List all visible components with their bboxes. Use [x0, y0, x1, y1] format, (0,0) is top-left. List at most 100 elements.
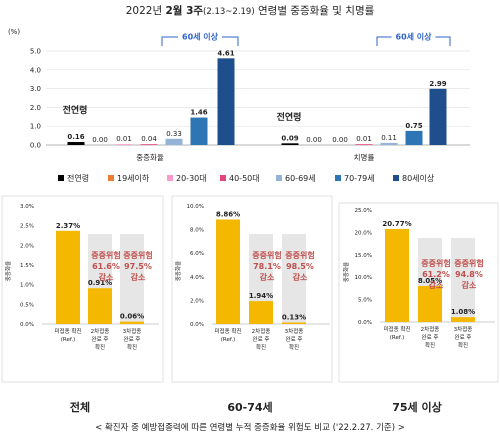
x-tick-label: 완료 후 [124, 335, 141, 343]
legend-label-6: 80세이상 [402, 173, 435, 183]
legend-label-3: 40-50대 [229, 174, 260, 183]
y-tick-label: 2.0% [20, 243, 34, 249]
y-tick-label: 3.0 [30, 85, 41, 93]
data-label: 0.16 [67, 133, 84, 141]
x-tick-label: (Ref.) [390, 335, 405, 341]
data-label: 0.91% [88, 279, 112, 287]
bracket-label-bg [391, 30, 436, 42]
reduction-text: 감소 [131, 272, 146, 282]
x-tick-label: (Ref.) [221, 337, 236, 343]
x-tick-label: 완료 후 [455, 333, 472, 341]
y-tick-label: 10.0% [187, 204, 204, 210]
caption: < 확진자 중 예방접종력에 따른 연령별 누적 중증화율 위험도 비교 ('2… [95, 422, 405, 433]
bracket-label-bg [178, 30, 222, 42]
x-tick-label: 2차접종 [421, 325, 440, 333]
y-axis-label: 중증화율 [343, 262, 350, 282]
y-tick-label: 25.0% [355, 208, 372, 214]
y-tick-label: 0.0 [30, 142, 41, 150]
y-tick-label: 2.0 [30, 104, 41, 112]
y-tick-label: 2.0% [190, 298, 204, 304]
x-tick-label: 확진 [458, 341, 468, 349]
bar-0 [216, 219, 240, 324]
x-tick-label: (Ref.) [61, 337, 76, 343]
data-label: 0.04 [141, 135, 157, 143]
y-tick-label: 2.5% [20, 224, 34, 230]
reduction-text: 97.5% [124, 262, 152, 271]
reduction-text: 중증위험 [421, 258, 450, 268]
data-label: 0.33 [166, 130, 182, 138]
x-tick-label: 3차접종 [123, 327, 142, 335]
reference-column [120, 234, 144, 324]
panel-60-74: 0.0% 2.0% 4.0% 6.0% 8.0% 10.0% 중증화율 8.86% 미접종 확진… [171, 195, 333, 383]
y-tick-label: 15.0% [355, 253, 372, 259]
top-title-pre: 2022년 [126, 5, 166, 17]
data-label: 0.00 [92, 136, 108, 144]
reduction-text: 감소 [293, 272, 308, 282]
bar-0 [385, 228, 409, 322]
legend-label-4: 60-69세 [285, 174, 316, 183]
y-axis-unit: (%) [8, 28, 20, 36]
bar-1-4 [380, 142, 398, 145]
reduction-text: 61.6% [92, 262, 120, 271]
bar-0-3 [140, 144, 158, 145]
reference-column [282, 234, 306, 324]
y-tick-label: 1.0% [20, 283, 34, 289]
y-axis-label: 중증화율 [5, 261, 12, 281]
panel-title: 전체 [70, 400, 90, 414]
data-label: 20.77% [382, 220, 411, 228]
bar-1-5 [405, 130, 423, 145]
y-tick-label: 0.5% [20, 302, 34, 308]
x-tick-label: 2차접종 [91, 327, 110, 335]
y-tick-label: 10.0% [355, 275, 372, 281]
data-label: 0.75 [405, 122, 422, 130]
group-label: 중증화율 [136, 153, 164, 162]
legend-label-5: 70-79세 [344, 174, 375, 183]
reduction-text: 중증위험 [454, 258, 483, 268]
bar-0-6 [217, 58, 235, 145]
bar-1 [88, 288, 112, 324]
data-label: 0.01 [116, 135, 132, 143]
y-tick-label: 5.0% [358, 298, 372, 304]
x-tick-label: 완료 후 [253, 335, 270, 343]
legend-swatch-4 [276, 175, 282, 181]
y-tick-label: 4.0 [30, 66, 41, 74]
panel-title: 60-74세 [227, 400, 272, 414]
data-label: 0.01 [356, 135, 372, 143]
panel-all: 0.0% 0.5% 1.0% 1.5% 2.0% 2.5% 3.0% 중증화율 2.37% 미접종… [1, 195, 164, 383]
reduction-text: 중증위험 [285, 250, 314, 260]
bar-1-3 [355, 144, 373, 145]
x-tick-label: 2차접종 [252, 327, 271, 335]
x-tick-label: 완료 후 [92, 335, 109, 343]
bar-2 [451, 317, 475, 322]
x-tick-label: 확진 [95, 343, 105, 351]
bar-2 [282, 322, 306, 324]
x-tick-label: 확진 [425, 341, 435, 349]
reduction-text: 감소 [99, 272, 114, 282]
top-chart: (%) 0.0 1.0 2.0 3.0 4.0 5.0 0.16 0.00 0.01 0.04 0.3… [8, 28, 470, 162]
legend-swatch-6 [393, 175, 399, 181]
legend-swatch-3 [220, 175, 226, 181]
data-label: 4.61 [217, 49, 234, 57]
data-label: 1.08% [451, 308, 475, 316]
data-label: 0.06% [120, 313, 144, 321]
y-tick-label: 20.0% [355, 230, 372, 236]
bar-0 [56, 230, 80, 324]
reduction-text: 감소 [462, 280, 477, 290]
y-tick-label: 5.0 [30, 48, 41, 56]
reduction-text: 78.1% [253, 262, 281, 271]
x-tick-label: 완료 후 [286, 335, 303, 343]
reference-column [451, 238, 475, 322]
legend-swatch-5 [335, 175, 341, 181]
top-title-post: 연령별 중증화율 및 치명률 [255, 5, 375, 17]
all-ages-annotation: 전연령 [63, 104, 88, 116]
reduction-text: 중증위험 [91, 250, 120, 260]
data-label: 1.46 [190, 109, 207, 117]
x-tick-label: 확진 [256, 343, 266, 351]
bar-0-5 [190, 117, 208, 145]
over60-label: 60세 이상 [396, 32, 433, 42]
y-tick-label: 1.5% [20, 263, 34, 269]
x-tick-label: 3차접종 [285, 327, 304, 335]
data-label: 1.94% [249, 292, 273, 300]
bar-0-4 [165, 138, 183, 145]
